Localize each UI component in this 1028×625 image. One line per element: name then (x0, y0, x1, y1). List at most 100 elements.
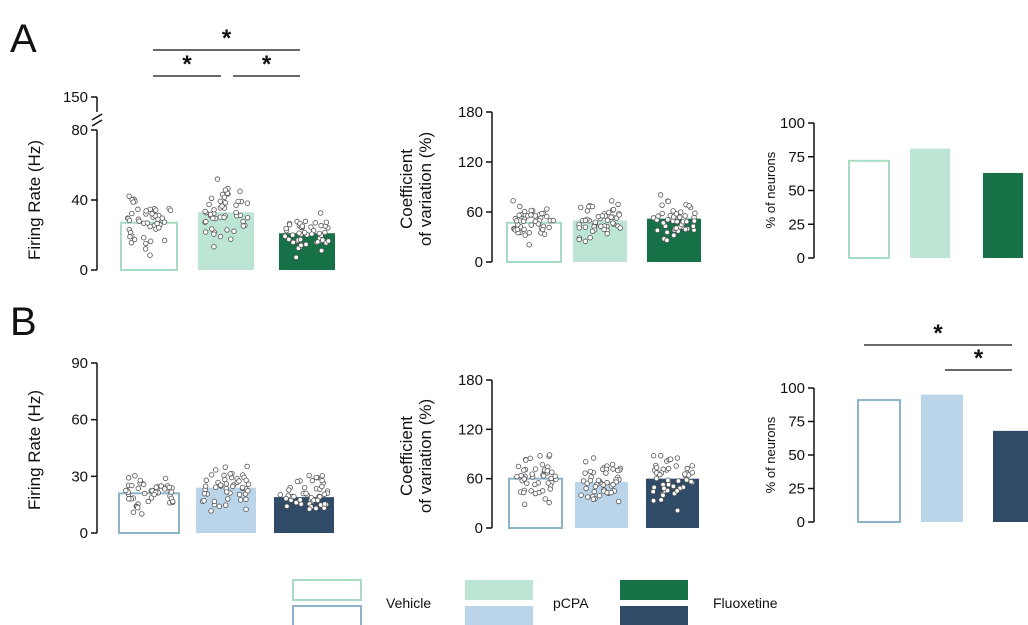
data-point (236, 478, 242, 484)
data-point (277, 492, 283, 498)
data-point (148, 495, 155, 501)
data-point (214, 176, 221, 182)
data-point (582, 238, 589, 245)
data-point (665, 198, 671, 205)
y-axis-label: Firing Rate (Hz) (25, 390, 44, 510)
y-tick-label: 75 (788, 149, 805, 166)
data-point (306, 472, 312, 479)
data-point (162, 475, 169, 482)
data-point (548, 475, 554, 482)
data-point (143, 240, 149, 247)
data-point (665, 481, 672, 488)
data-point (532, 481, 538, 488)
data-point (297, 236, 304, 243)
data-point (688, 478, 694, 485)
data-point (217, 233, 224, 240)
data-point (684, 465, 690, 472)
y-tick-label: 40 (71, 192, 88, 209)
data-point (237, 497, 244, 503)
data-point (576, 236, 582, 243)
data-point (233, 209, 239, 216)
data-point (206, 201, 212, 208)
data-point (539, 210, 545, 217)
data-point (522, 232, 528, 238)
data-point (208, 508, 214, 514)
data-point (135, 504, 141, 511)
data-point (528, 212, 534, 218)
y-tick-label: 0 (475, 520, 483, 537)
data-point (306, 506, 313, 512)
data-point (523, 457, 529, 463)
chart-a-cv: 0 60 120 180 Coefficientof variation (%) (397, 104, 701, 271)
data-point (527, 455, 533, 461)
data-point (546, 452, 553, 458)
data-point (219, 203, 225, 209)
data-point (683, 477, 690, 483)
data-point (131, 236, 138, 243)
data-point (126, 217, 133, 224)
y-tick-label: 30 (71, 468, 88, 485)
bar-fluoxetine (983, 172, 1023, 258)
data-point (323, 219, 330, 225)
data-point (208, 195, 215, 201)
data-point (659, 202, 665, 208)
data-point (315, 239, 321, 245)
data-point (222, 200, 229, 206)
data-point (129, 210, 135, 217)
data-point (657, 192, 664, 198)
data-point (284, 503, 290, 509)
data-point (595, 477, 602, 484)
data-point (299, 223, 306, 229)
data-point (686, 203, 692, 209)
data-point (690, 223, 697, 229)
y-axis-label-line: of variation (%) (416, 399, 435, 513)
y-axis-label: Firing Rate (Hz) (25, 140, 44, 260)
data-point (236, 491, 243, 498)
y-tick-label: 50 (788, 447, 805, 464)
data-point (141, 235, 147, 241)
legend: Vehicle pCPA Fluoxetine (292, 579, 778, 625)
data-point (532, 490, 539, 497)
data-point (540, 473, 547, 479)
data-point (609, 461, 616, 468)
data-point (549, 469, 555, 475)
data-point (528, 207, 534, 214)
data-point (321, 491, 328, 497)
data-point (615, 467, 621, 474)
bar-vehicle (857, 399, 901, 523)
data-point (587, 477, 594, 484)
data-point (244, 463, 250, 470)
data-point (658, 453, 664, 459)
data-point (589, 203, 596, 210)
data-point (650, 453, 657, 459)
y-tick-label: 25 (788, 216, 805, 233)
data-point (664, 237, 670, 244)
data-point (609, 198, 615, 204)
bar-pcpa (921, 394, 963, 522)
data-point (610, 481, 616, 488)
data-point (223, 489, 230, 495)
y-tick-label: 0 (475, 254, 483, 271)
data-point (540, 226, 546, 233)
data-point (128, 240, 135, 246)
data-point (322, 229, 328, 236)
y-tick-label: 0 (80, 525, 88, 542)
data-point (143, 208, 149, 214)
data-point (544, 213, 550, 220)
data-point (617, 225, 623, 231)
data-point (303, 241, 309, 248)
data-point (673, 225, 680, 231)
data-point (546, 499, 552, 506)
data-point (147, 252, 153, 258)
data-point (222, 464, 228, 470)
data-point (202, 229, 209, 235)
data-point (221, 214, 227, 221)
data-point (674, 507, 681, 514)
data-point (529, 471, 535, 477)
data-point (231, 228, 237, 234)
data-point (243, 496, 249, 503)
data-point (137, 477, 144, 484)
y-tick-label: 0 (80, 262, 88, 279)
data-point (590, 455, 597, 461)
data-point (151, 491, 157, 498)
